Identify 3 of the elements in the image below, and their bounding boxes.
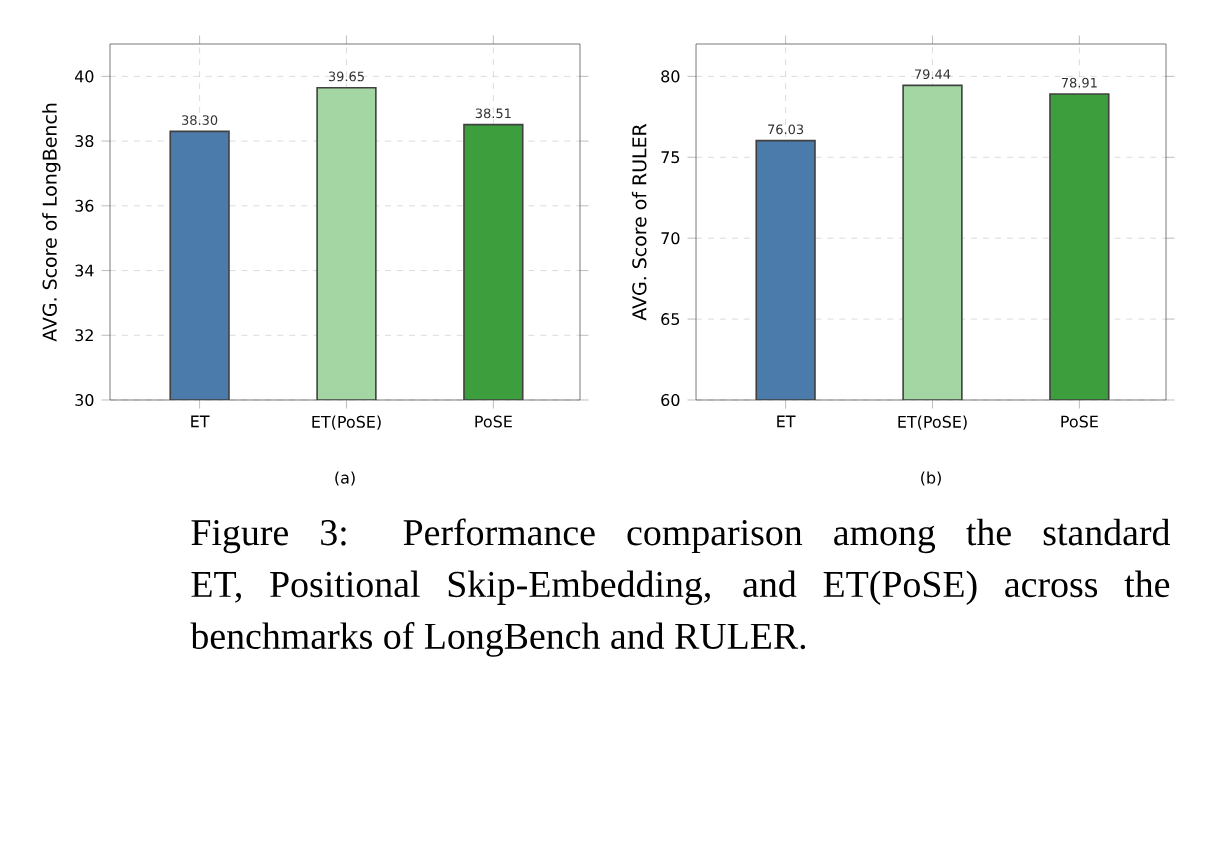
caption: Figure 3: Performance comparison among the standard ET, Positional Skip-Embedding, and ET(PoSE) across the benchmarks of LongBench and RULER. xyxy=(190,518,1171,657)
y-axis-title: AVG. Score of RULER xyxy=(631,123,647,321)
y-axis-title: AVG. Score of LongBench xyxy=(42,103,61,342)
